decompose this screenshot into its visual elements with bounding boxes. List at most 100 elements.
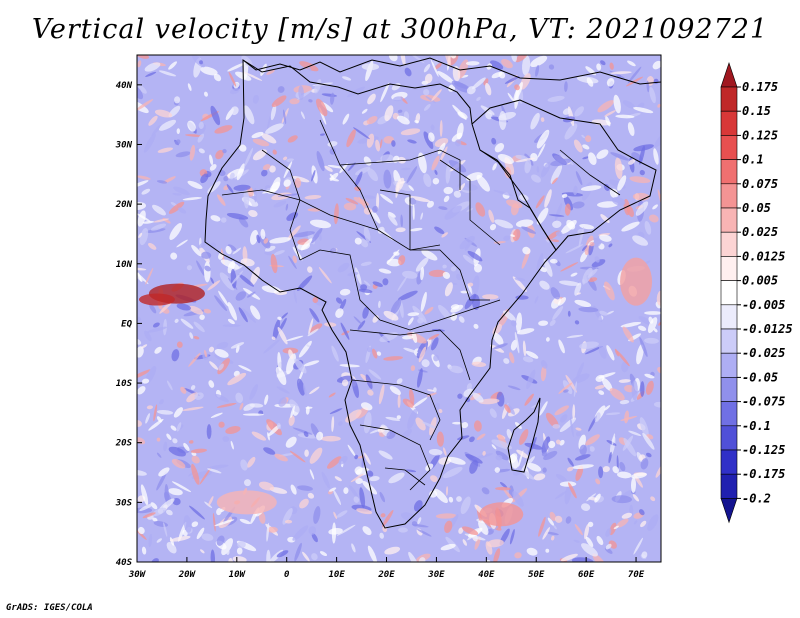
field-patch: [550, 239, 560, 243]
field-patch: [485, 83, 492, 96]
field-patch: [386, 249, 400, 265]
field-patch: [324, 165, 333, 172]
colorbar-swatch: [720, 159, 738, 185]
field-patch: [238, 217, 249, 228]
field-patch: [171, 458, 186, 469]
lat-tick-label: EQ: [121, 319, 132, 329]
colorbar-swatch: [720, 280, 738, 306]
field-patch: [266, 114, 272, 131]
field-patch: [576, 362, 584, 379]
field-patch: [138, 526, 145, 535]
field-patch: [261, 133, 277, 144]
field-patch: [415, 417, 426, 431]
field-patch: [148, 115, 158, 126]
field-patch: [515, 219, 534, 228]
field-patch: [172, 192, 182, 196]
field-patch: [573, 185, 578, 196]
field-patch: [541, 436, 551, 454]
field-patch: [436, 431, 445, 447]
field-patch: [396, 415, 401, 420]
field-patch: [347, 271, 359, 277]
field-patch: [426, 200, 435, 208]
field-patch: [226, 184, 234, 194]
field-patch: [575, 171, 583, 186]
field-patch: [267, 432, 270, 441]
colorbar-swatch: [720, 401, 738, 427]
field-patch: [235, 392, 244, 403]
field-patch: [207, 280, 221, 291]
field-patch: [288, 255, 297, 270]
field-patch: [536, 253, 544, 270]
field-patch: [635, 201, 649, 216]
field-patch: [578, 306, 599, 313]
field-patch: [290, 405, 295, 418]
field-patch: [238, 364, 252, 372]
field-patch: [150, 223, 167, 231]
colorbar-label: 0.025: [742, 225, 778, 239]
field-patch: [144, 330, 152, 342]
field-patch: [473, 263, 483, 273]
field-patch: [402, 398, 415, 408]
field-patch: [362, 526, 372, 536]
field-patch: [443, 55, 452, 67]
field-patch: [611, 433, 616, 445]
field-patch: [191, 455, 200, 464]
field-blob: [620, 257, 653, 306]
field-patch: [247, 456, 256, 468]
field-patch: [425, 95, 437, 104]
field-patch: [276, 386, 290, 394]
field-patch: [406, 166, 418, 184]
field-patch: [503, 358, 510, 364]
colorbar-label: -0.175: [742, 467, 785, 481]
field-patch: [439, 120, 443, 137]
field-patch: [199, 60, 203, 65]
field-patch: [377, 226, 385, 234]
field-patch: [273, 200, 287, 208]
field-patch: [622, 326, 634, 343]
field-blob: [138, 293, 175, 306]
field-patch: [321, 471, 330, 489]
field-patch: [273, 250, 285, 256]
field-patch: [467, 250, 483, 262]
field-patch: [535, 65, 540, 77]
field-patch: [469, 436, 475, 443]
field-patch: [639, 169, 645, 176]
field-patch: [558, 280, 580, 286]
colorbar-label: 0.05: [742, 201, 771, 215]
colorbar-label: 0.1: [742, 153, 764, 167]
field-patch: [263, 447, 276, 455]
field-patch: [226, 212, 249, 220]
field-patch: [552, 220, 562, 229]
field-patch: [454, 139, 462, 147]
field-patch: [141, 188, 151, 195]
field-patch: [422, 421, 437, 429]
field-patch: [383, 356, 403, 361]
field-patch: [587, 152, 597, 166]
colorbar-label: 0.125: [742, 128, 778, 142]
field-patch: [303, 384, 307, 396]
field-patch: [209, 164, 217, 171]
field-patch: [510, 319, 517, 327]
field-patch: [277, 316, 282, 321]
field-patch: [269, 165, 276, 173]
field-patch: [571, 557, 594, 562]
field-patch: [633, 144, 654, 152]
field-patch: [168, 446, 186, 457]
field-patch: [229, 87, 240, 95]
field-patch: [572, 404, 576, 420]
field-patch: [540, 161, 551, 178]
field-patch: [412, 331, 418, 344]
field-patch: [433, 354, 440, 362]
field-patch: [252, 149, 267, 161]
field-patch: [271, 336, 276, 341]
field-patch: [142, 512, 156, 519]
colorbar-label: -0.1: [742, 419, 771, 433]
field-patch: [613, 525, 619, 530]
field-patch: [298, 85, 304, 101]
field-patch: [272, 149, 277, 155]
colorbar-swatch: [720, 183, 738, 209]
field-patch: [182, 406, 204, 411]
lat-tick-label: 40N: [116, 81, 133, 91]
field-patch: [307, 328, 319, 337]
field-patch: [186, 265, 192, 271]
